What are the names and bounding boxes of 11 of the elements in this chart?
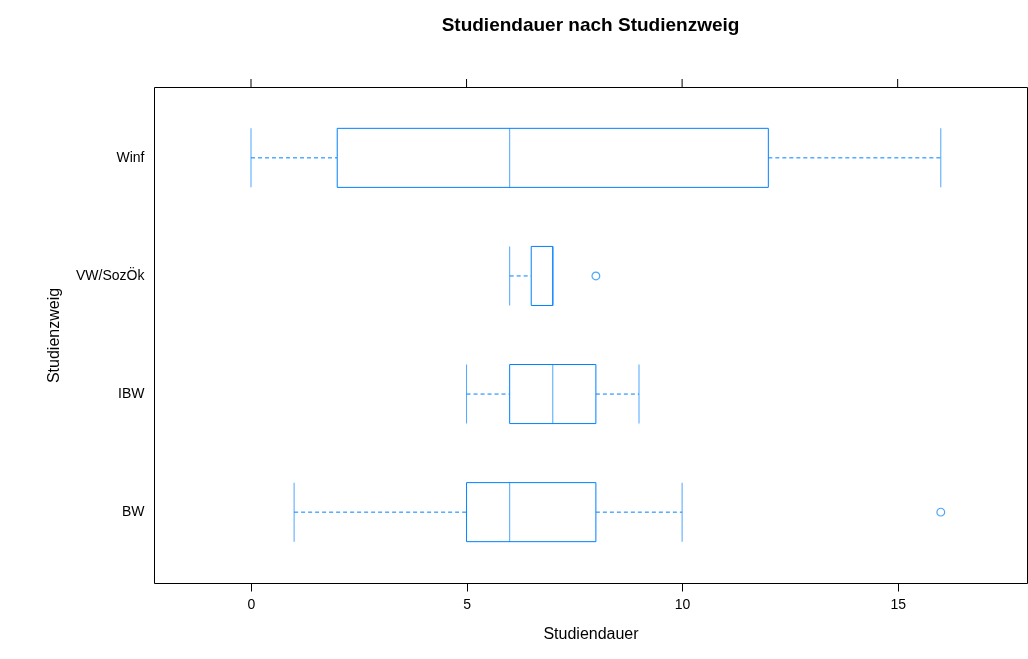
- y-tick-label: IBW: [118, 385, 146, 402]
- x-tick-label: 10: [674, 595, 691, 612]
- y-axis-title: Studienzweig: [45, 287, 63, 384]
- x-axis-title: Studiendauer: [543, 624, 640, 642]
- x-tick-label: 0: [247, 595, 256, 612]
- x-tick-label: 15: [890, 595, 907, 612]
- chart-title: Studiendauer nach Studienzweig: [441, 13, 740, 35]
- x-tick-label: 5: [463, 595, 472, 612]
- y-tick-label: VW/SozÖk: [76, 265, 146, 283]
- y-tick-label: BW: [121, 503, 146, 520]
- y-tick-label: Winf: [116, 148, 145, 165]
